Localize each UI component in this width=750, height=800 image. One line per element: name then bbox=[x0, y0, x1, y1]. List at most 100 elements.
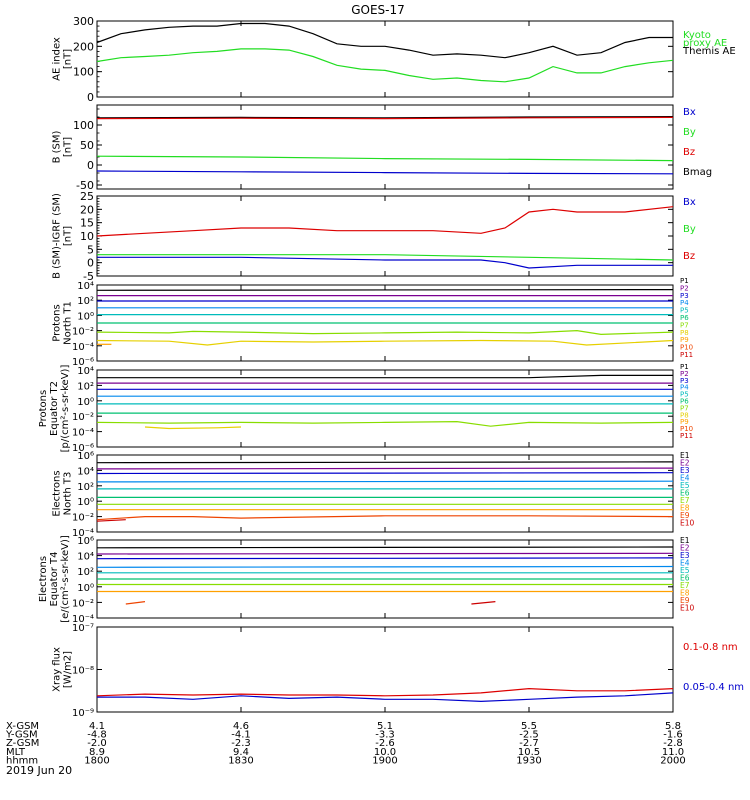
series-line-e10 bbox=[471, 601, 496, 605]
legend-label: P4 bbox=[680, 384, 689, 392]
series-line-by bbox=[97, 254, 674, 261]
x-axis-value: -4.1 bbox=[231, 730, 251, 741]
y-tick-label: -50 bbox=[76, 179, 94, 192]
series-line-p1 bbox=[97, 374, 673, 379]
legend-label: E3 bbox=[680, 466, 690, 475]
legend-label: P8 bbox=[680, 411, 689, 419]
y-tick-label: 10 bbox=[80, 230, 94, 243]
y-tick-label: 10² bbox=[77, 381, 94, 392]
y-tick-label: 10² bbox=[77, 296, 94, 307]
legend-label: E5 bbox=[680, 566, 690, 575]
x-axis-value: -2.5 bbox=[519, 730, 539, 741]
x-axis-value: 5.5 bbox=[521, 721, 537, 732]
legend-label: P8 bbox=[680, 329, 689, 337]
y-tick-label: 10⁴ bbox=[77, 552, 94, 563]
y-axis-label: [nT] bbox=[63, 137, 74, 157]
series-line-e9 bbox=[125, 601, 146, 605]
y-tick-label: 10⁻² bbox=[72, 327, 94, 338]
legend-label: E2 bbox=[680, 544, 690, 553]
y-tick-label: 0 bbox=[87, 159, 94, 172]
x-axis-value: 4.6 bbox=[233, 721, 249, 732]
legend-label: E6 bbox=[680, 489, 690, 498]
x-axis-value: -2.7 bbox=[519, 738, 539, 749]
y-tick-label: 10⁻⁸ bbox=[72, 666, 94, 677]
legend-label: Bz bbox=[683, 251, 695, 262]
panel-xray: 10⁻⁷ 10⁻⁸ 10⁻⁹ Xray flux [W/m2] 0.1-0.8 nm 0.0… bbox=[52, 623, 745, 719]
legend-label: P4 bbox=[680, 299, 689, 307]
y-tick-label: 10² bbox=[77, 482, 94, 493]
x-axis-value: 1800 bbox=[84, 755, 109, 766]
y-tick-label: 200 bbox=[73, 40, 94, 53]
y-tick-label: 100 bbox=[73, 119, 94, 132]
legend-label: P3 bbox=[680, 292, 689, 300]
x-axis-value: 9.4 bbox=[233, 747, 249, 758]
y-axis-label: Equator T2 bbox=[49, 381, 60, 436]
y-axis-label: Electrons bbox=[52, 470, 63, 516]
series-line-0-05-0-4-nm bbox=[97, 692, 674, 703]
series-line-bx bbox=[97, 256, 673, 269]
series-line-kyoto-proxy-ae bbox=[96, 48, 674, 83]
series-line-e3 bbox=[96, 557, 674, 560]
x-axis-value: -4.8 bbox=[87, 730, 107, 741]
x-axis-row-label: X-GSM bbox=[6, 721, 39, 732]
series-line-e1 bbox=[96, 546, 674, 549]
series-line-e2 bbox=[96, 552, 674, 555]
series-line-bmag bbox=[96, 116, 674, 119]
series-line-p8 bbox=[144, 426, 242, 430]
y-axis-label: Protons bbox=[52, 304, 63, 341]
y-tick-label: 10⁴ bbox=[77, 281, 94, 292]
legend-label: P1 bbox=[680, 363, 689, 371]
legend-label: Kyoto bbox=[683, 30, 711, 41]
legend-label: proxy AE bbox=[683, 38, 727, 49]
x-axis-row-label: MLT bbox=[6, 747, 26, 758]
series-line-p7 bbox=[96, 329, 674, 336]
legend-label: Bz bbox=[683, 147, 695, 158]
y-tick-label: 10⁻⁴ bbox=[72, 428, 94, 439]
series-line-e4 bbox=[96, 565, 674, 568]
y-axis-label: Protons bbox=[38, 390, 49, 427]
y-tick-label: 50 bbox=[80, 139, 94, 152]
x-axis-value: -2.0 bbox=[87, 738, 107, 749]
y-axis-label: North T1 bbox=[63, 301, 74, 345]
y-tick-label: 10⁻² bbox=[72, 412, 94, 423]
y-tick-label: 10⁴ bbox=[77, 466, 94, 477]
y-tick-label: 10⁻⁴ bbox=[72, 528, 94, 539]
y-tick-label: 10² bbox=[77, 567, 94, 578]
x-axis-value: 10.0 bbox=[374, 747, 396, 758]
y-tick-label: 5 bbox=[87, 243, 94, 256]
series-line-bz bbox=[96, 206, 674, 237]
x-axis-value: 8.9 bbox=[89, 747, 105, 758]
x-axis-value: -3.3 bbox=[375, 730, 395, 741]
x-axis-row-label: Z-GSM bbox=[6, 738, 39, 749]
y-axis-label: Equator T4 bbox=[49, 552, 60, 607]
y-tick-label: 25 bbox=[80, 190, 94, 203]
legend-label: 0.05-0.4 nm bbox=[683, 682, 744, 693]
panel-frame bbox=[96, 20, 674, 98]
series-line-0-1-0-8-nm bbox=[96, 687, 674, 697]
legend-label: 0.1-0.8 nm bbox=[683, 642, 738, 653]
y-tick-label: 15 bbox=[80, 217, 94, 230]
series-line-p7 bbox=[96, 420, 674, 427]
series-line-e10 bbox=[96, 519, 126, 522]
legend-label: P9 bbox=[680, 418, 689, 426]
legend-label: P6 bbox=[680, 398, 689, 406]
x-axis-value: 1830 bbox=[228, 755, 253, 766]
series-line-e1 bbox=[96, 461, 674, 464]
y-axis-label: North T3 bbox=[63, 472, 74, 516]
y-tick-label: 10⁰ bbox=[77, 497, 94, 508]
legend-label: P11 bbox=[680, 432, 693, 440]
series-line-themis-ae bbox=[96, 22, 673, 59]
x-axis-value: 2000 bbox=[660, 755, 685, 766]
legend-label: P5 bbox=[680, 307, 689, 315]
legend-label: P10 bbox=[680, 425, 693, 433]
x-axis-value: 4.1 bbox=[89, 721, 105, 732]
legend-label: E7 bbox=[680, 581, 690, 590]
legend-label: E5 bbox=[680, 481, 690, 490]
y-tick-label: 0 bbox=[87, 257, 94, 270]
legend-label: E8 bbox=[680, 589, 690, 598]
legend-label: Bmag bbox=[683, 167, 712, 178]
x-axis-value: 1930 bbox=[516, 755, 541, 766]
series-line-e2 bbox=[96, 467, 674, 470]
